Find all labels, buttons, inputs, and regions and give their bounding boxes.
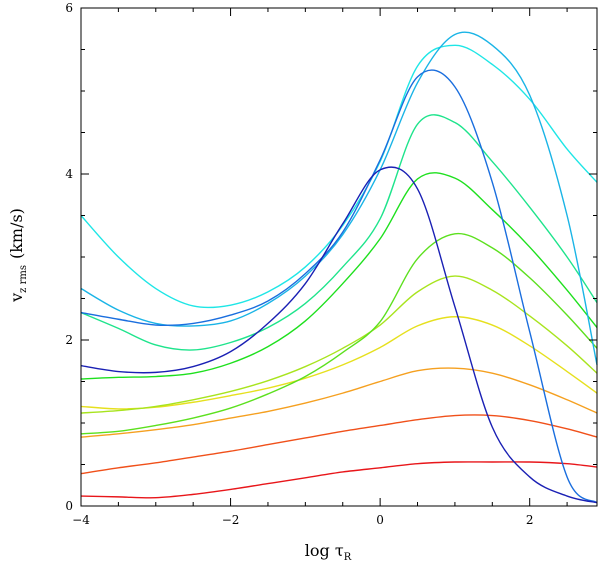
y-axis-title-main: v	[7, 293, 26, 303]
x-axis-title-sub: R	[344, 552, 352, 563]
series-line-sky-blue	[80, 31, 598, 366]
x-tick-label: −4	[72, 513, 90, 527]
series-line-yellow	[80, 316, 598, 410]
y-tick-label: 2	[65, 333, 73, 347]
y-axis-title-units: (km/s)	[7, 208, 26, 259]
series-line-orange	[80, 367, 598, 438]
series-line-lime	[80, 232, 598, 435]
x-tick-label: 2	[526, 513, 534, 527]
series-line-red	[80, 461, 598, 499]
series-layer	[80, 31, 598, 504]
series-line-green	[80, 172, 598, 380]
series-line-cyan	[80, 44, 598, 309]
series-line-spring-green	[80, 114, 598, 351]
series-line-blue	[80, 69, 598, 504]
x-tick-label: 0	[376, 513, 384, 527]
x-tick-label: −2	[222, 513, 240, 527]
y-tick-label: 6	[65, 1, 73, 15]
y-tick-label: 0	[65, 499, 73, 513]
series-line-orange-red	[80, 414, 598, 475]
series-line-navy	[80, 166, 598, 504]
series-line-yellow-green	[80, 275, 598, 414]
x-axis-title-main: log τ	[305, 541, 344, 560]
x-axis-title: log τR	[305, 541, 352, 563]
ticks-layer: −4 −2 0 2 0 2 4 6	[65, 1, 597, 527]
y-axis-title-sub: z rms	[18, 265, 29, 293]
y-axis-title: vz rms (km/s)	[7, 208, 29, 303]
y-tick-label: 4	[65, 167, 73, 181]
